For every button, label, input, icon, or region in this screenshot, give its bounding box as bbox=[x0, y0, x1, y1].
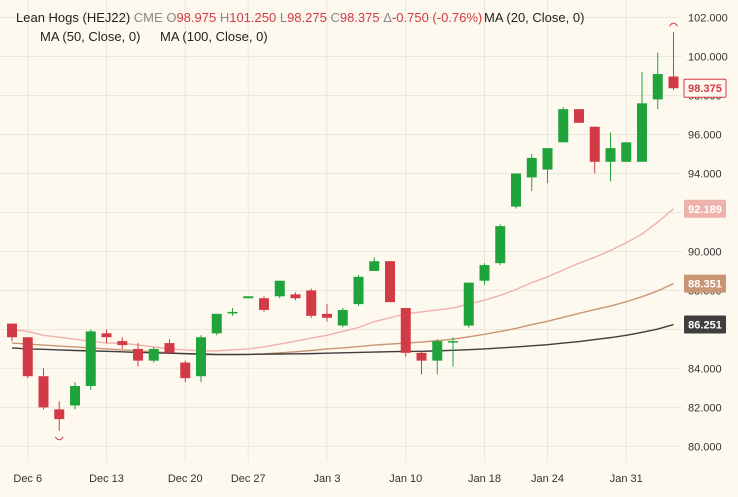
candle-body[interactable] bbox=[243, 296, 254, 299]
candle-body[interactable] bbox=[574, 109, 584, 123]
last-price-badge-label: 98.375 bbox=[688, 83, 722, 95]
candle-body[interactable] bbox=[511, 173, 521, 207]
last-price-badge bbox=[683, 78, 727, 98]
plot-background bbox=[0, 0, 682, 462]
y-axis-tick-label: 84.000 bbox=[688, 363, 722, 375]
candle-body[interactable] bbox=[322, 313, 332, 318]
candle-body[interactable] bbox=[38, 376, 49, 408]
change-value: -0.750 (-0.76%) bbox=[391, 10, 483, 25]
candle-body[interactable] bbox=[70, 385, 80, 406]
exchange-label: CME bbox=[133, 10, 163, 25]
legend-ma100[interactable]: MA (100, Close, 0) bbox=[160, 29, 268, 44]
candle-body[interactable] bbox=[290, 294, 301, 299]
candle-body[interactable] bbox=[259, 298, 269, 310]
candle-body[interactable] bbox=[369, 261, 380, 271]
close-value: 98.375 bbox=[339, 10, 380, 25]
ma20-badge bbox=[684, 199, 726, 218]
symbol-title: Lean Hogs (HEJ22) bbox=[16, 10, 131, 25]
high-value: 101.250 bbox=[229, 10, 277, 25]
candle-body[interactable] bbox=[133, 348, 143, 361]
change-label: Δ bbox=[383, 10, 392, 25]
candle-body[interactable] bbox=[668, 76, 679, 89]
x-axis-tick-label: Jan 3 bbox=[314, 473, 341, 485]
x-axis-tick-label: Jan 10 bbox=[389, 473, 422, 485]
open-label: O bbox=[166, 10, 177, 25]
y-axis-tick-label: 102.000 bbox=[688, 13, 728, 25]
y-axis-tick-label: 80.000 bbox=[688, 441, 722, 453]
x-axis-tick-label: Jan 24 bbox=[531, 473, 564, 485]
candle-body[interactable] bbox=[400, 308, 411, 353]
candle-body[interactable] bbox=[227, 311, 238, 314]
candle-body[interactable] bbox=[463, 282, 474, 326]
high-marker bbox=[669, 22, 678, 27]
candle-body[interactable] bbox=[542, 148, 553, 170]
candle-body[interactable] bbox=[652, 74, 663, 100]
candle-body[interactable] bbox=[54, 409, 65, 420]
legend-ma50[interactable]: MA (50, Close, 0) bbox=[40, 29, 141, 44]
ma-line-ma50[interactable] bbox=[11, 282, 674, 356]
candle-body[interactable] bbox=[621, 142, 632, 162]
ma20-badge-label: 92.189 bbox=[688, 204, 722, 216]
candle-body[interactable] bbox=[101, 333, 112, 338]
low-marker bbox=[54, 436, 64, 441]
candle-body[interactable] bbox=[385, 261, 395, 303]
candle-body[interactable] bbox=[353, 276, 364, 305]
y-axis-tick-label: 90.000 bbox=[688, 246, 722, 258]
candle-body[interactable] bbox=[211, 313, 222, 334]
ma50-badge bbox=[684, 274, 726, 293]
close-label: C bbox=[330, 10, 340, 25]
candle-body[interactable] bbox=[180, 362, 191, 379]
x-axis-tick-label: Jan 18 bbox=[468, 473, 501, 485]
candle-body[interactable] bbox=[196, 337, 206, 377]
low-value: 98.275 bbox=[287, 10, 327, 25]
candle-body[interactable] bbox=[117, 341, 128, 346]
candle-body[interactable] bbox=[306, 290, 317, 316]
x-axis-tick-label: Dec 27 bbox=[231, 473, 266, 485]
y-axis-tick-label: 82.000 bbox=[688, 402, 722, 414]
y-axis-tick-label: 96.000 bbox=[688, 130, 722, 142]
candle-body[interactable] bbox=[337, 309, 348, 326]
candle-body[interactable] bbox=[495, 226, 506, 264]
ma100-badge-label: 86.251 bbox=[688, 320, 722, 332]
high-label: H bbox=[219, 10, 230, 25]
x-axis-tick-label: Dec 6 bbox=[13, 473, 42, 485]
low-label: L bbox=[279, 10, 288, 25]
candle-body[interactable] bbox=[148, 348, 159, 361]
open-value: 98.975 bbox=[176, 10, 217, 25]
candle-body[interactable] bbox=[85, 331, 96, 386]
candle-body[interactable] bbox=[164, 343, 175, 353]
candle-body[interactable] bbox=[274, 280, 285, 297]
y-axis-tick-label: 100.000 bbox=[688, 52, 728, 64]
y-axis-tick-label: 94.000 bbox=[688, 168, 722, 180]
candle-body[interactable] bbox=[448, 341, 458, 343]
legend-ma20[interactable]: MA (20, Close, 0) bbox=[484, 10, 585, 25]
candle-body[interactable] bbox=[7, 323, 17, 338]
candle-body[interactable] bbox=[479, 265, 490, 281]
x-axis-tick-label: Dec 20 bbox=[168, 473, 203, 485]
candle-body[interactable] bbox=[526, 157, 537, 178]
x-axis-tick-label: Dec 13 bbox=[89, 473, 124, 485]
candle-body[interactable] bbox=[416, 352, 427, 361]
legend-row-1: Lean Hogs (HEJ22) CME O98.975 H101.250 L… bbox=[16, 10, 482, 25]
ma-line-ma100[interactable] bbox=[11, 323, 674, 356]
candle-body[interactable] bbox=[558, 109, 569, 143]
ma50-badge-label: 88.351 bbox=[688, 279, 722, 291]
candle-body[interactable] bbox=[589, 126, 600, 162]
ma100-badge bbox=[684, 315, 726, 334]
candle-body[interactable] bbox=[605, 148, 616, 162]
candle-body[interactable] bbox=[432, 341, 443, 361]
candle-body[interactable] bbox=[22, 337, 33, 377]
candle-body[interactable] bbox=[637, 103, 647, 162]
x-axis-tick-label: Jan 31 bbox=[610, 473, 643, 485]
